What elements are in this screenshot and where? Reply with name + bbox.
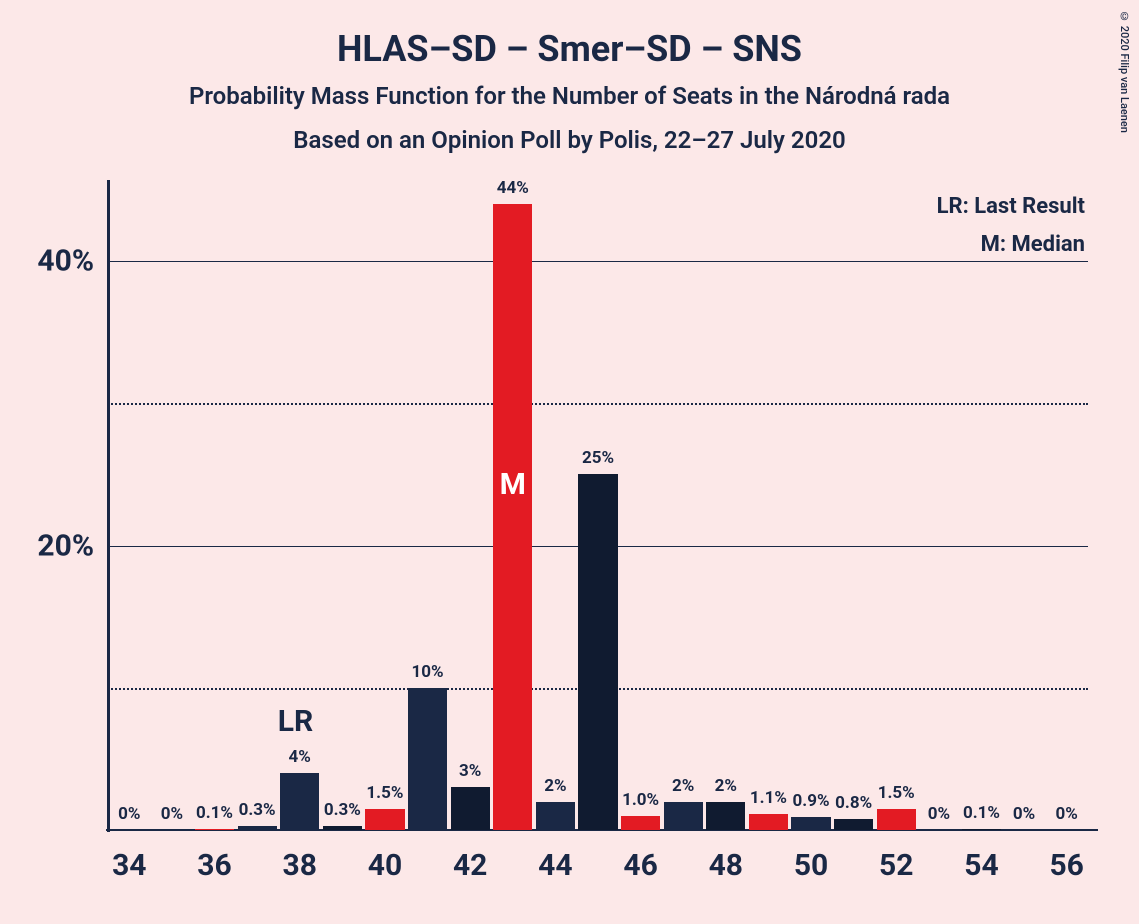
- x-tick-label: 46: [623, 830, 657, 883]
- plot-area: 20%40%3436384042444648505254560%0%0.1%0.…: [108, 190, 1088, 830]
- chart-container: HLAS–SD – Smer–SD – SNS Probability Mass…: [0, 0, 1139, 924]
- bar-value-label: 0%: [161, 804, 183, 830]
- chart-subtitle-2: Based on an Opinion Poll by Polis, 22–27…: [0, 126, 1139, 154]
- bar: 0.1%: [962, 829, 1001, 830]
- bar: 0.3%: [323, 826, 362, 830]
- bar: 44%M: [493, 204, 532, 830]
- x-tick-label: 34: [112, 830, 146, 883]
- bar-value-label: 4%: [289, 747, 311, 773]
- bar-value-label: 3%: [459, 761, 481, 787]
- x-tick-label: 50: [794, 830, 828, 883]
- bar: 1.1%: [749, 814, 788, 830]
- y-tick-label: 40%: [37, 244, 108, 279]
- bar-value-label: 0.3%: [239, 800, 276, 826]
- bar-value-label: 0.1%: [196, 803, 233, 829]
- bar: 1.0%: [621, 816, 660, 830]
- lr-marker: LR: [278, 704, 313, 739]
- x-tick-label: 42: [453, 830, 487, 883]
- x-tick-label: 36: [197, 830, 231, 883]
- bar: 2%: [664, 802, 703, 830]
- bar-value-label: 0.1%: [963, 803, 1000, 829]
- bar-value-label: 25%: [582, 448, 614, 474]
- bar-value-label: 1.5%: [366, 783, 403, 809]
- bar: 2%: [706, 802, 745, 830]
- x-tick-label: 52: [879, 830, 913, 883]
- bar: 0.1%: [195, 829, 234, 830]
- y-tick-label: 20%: [37, 528, 108, 563]
- bar-value-label: 0%: [118, 804, 140, 830]
- bar-value-label: 1.0%: [622, 790, 659, 816]
- copyright-text: © 2020 Filip van Laenen: [1118, 10, 1131, 133]
- bar: 0.8%: [834, 819, 873, 830]
- bar-value-label: 0%: [928, 804, 950, 830]
- bar-value-label: 10%: [412, 662, 444, 688]
- bar: 3%: [451, 787, 490, 830]
- bar-value-label: 2%: [715, 776, 737, 802]
- x-tick-label: 38: [283, 830, 317, 883]
- bar: 1.5%: [877, 809, 916, 830]
- chart-title: HLAS–SD – Smer–SD – SNS: [0, 28, 1139, 70]
- bar-value-label: 2%: [544, 776, 566, 802]
- x-tick-label: 40: [368, 830, 402, 883]
- bar-value-label: 0.9%: [793, 791, 830, 817]
- legend-m: M: Median: [981, 232, 1085, 257]
- bar-value-label: 2%: [672, 776, 694, 802]
- bar-value-label: 0%: [1056, 804, 1078, 830]
- median-marker: M: [500, 467, 526, 502]
- bar: 25%: [578, 474, 617, 830]
- x-tick-label: 44: [538, 830, 572, 883]
- bar: 1.5%: [365, 809, 404, 830]
- bar-value-label: 44%: [497, 178, 529, 204]
- x-tick-label: 48: [709, 830, 743, 883]
- x-tick-label: 54: [964, 830, 998, 883]
- bar: 10%: [408, 688, 447, 830]
- gridline-minor: [108, 403, 1088, 405]
- chart-subtitle-1: Probability Mass Function for the Number…: [0, 82, 1139, 110]
- bar-value-label: 0.3%: [324, 800, 361, 826]
- legend-lr: LR: Last Result: [937, 194, 1085, 219]
- bar: 0.9%: [791, 817, 830, 830]
- gridline-major: [108, 261, 1088, 262]
- bar: 4%: [280, 773, 319, 830]
- bar: 0.3%: [238, 826, 277, 830]
- bar-value-label: 1.5%: [878, 783, 915, 809]
- bar-value-label: 0.8%: [835, 793, 872, 819]
- x-tick-label: 56: [1049, 830, 1083, 883]
- bar-value-label: 0%: [1013, 804, 1035, 830]
- bar: 2%: [536, 802, 575, 830]
- bar-value-label: 1.1%: [750, 788, 787, 814]
